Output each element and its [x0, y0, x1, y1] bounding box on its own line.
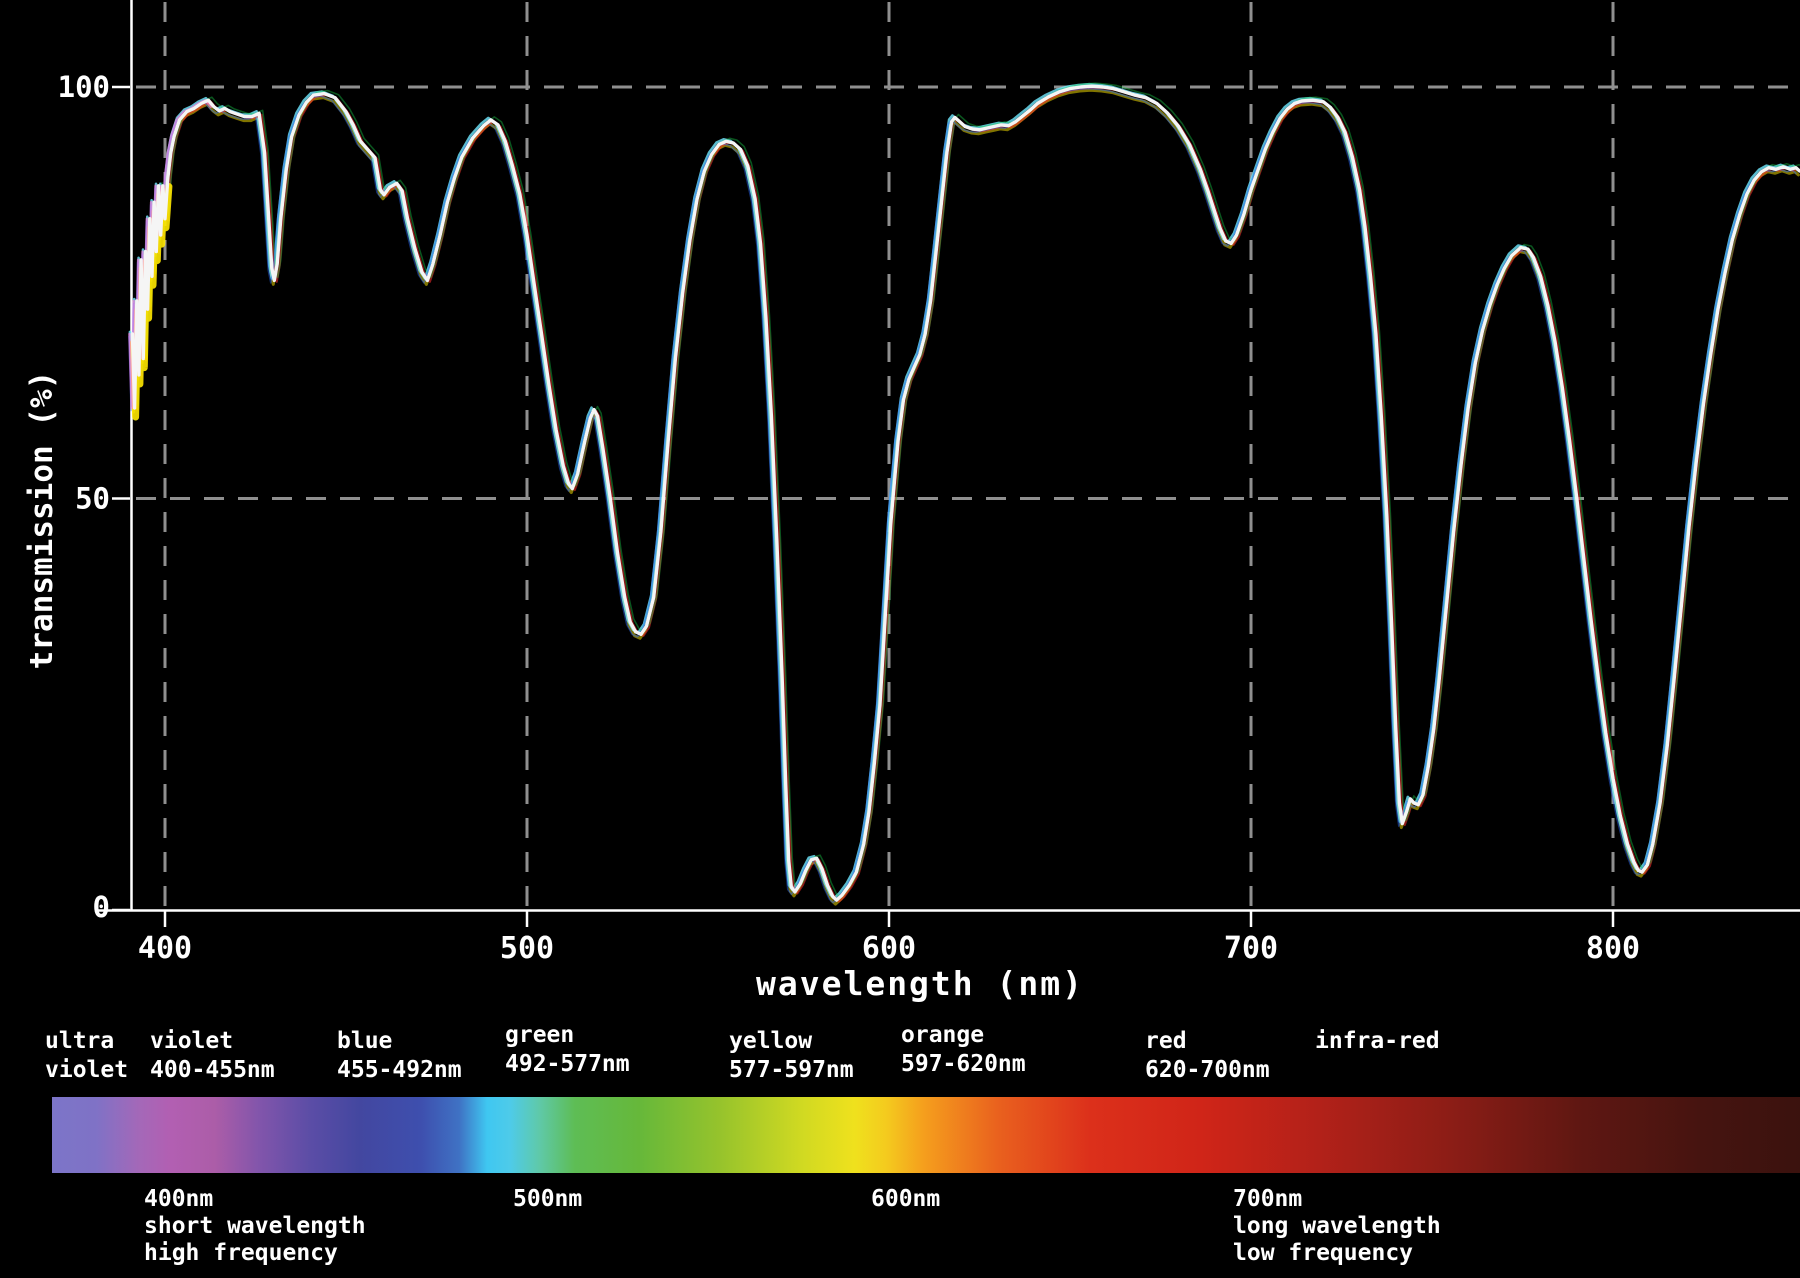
transmission-chart: 0 50 100 400 500 600 700 800 transmission (%) w…	[24, 0, 1800, 1003]
band-name-ultra: ultra	[45, 1028, 115, 1054]
x-axis-label: wavelength (nm)	[756, 964, 1084, 1003]
axes	[96, 0, 1800, 912]
visible-spectrum-bar	[52, 1097, 1800, 1173]
bar-wavelength-label: 700nm	[1233, 1186, 1303, 1212]
y-tick-label-100: 100	[58, 70, 110, 104]
x-tick-label-800: 800	[1586, 931, 1640, 966]
band-range: 577-597nm	[729, 1057, 854, 1083]
band-range: 400-455nm	[150, 1057, 275, 1083]
band-range: 455-492nm	[337, 1057, 462, 1083]
y-tick-label-0: 0	[93, 890, 110, 924]
band-name-green: green	[505, 1022, 575, 1048]
x-tick-label-500: 500	[500, 931, 554, 966]
gridlines	[136, 2, 1800, 908]
axis-ticks	[112, 85, 1615, 927]
band-name-red: red	[1145, 1028, 1187, 1054]
band-range: 492-577nm	[505, 1051, 630, 1077]
bar-wavelength-label: 600nm	[871, 1186, 941, 1212]
band-range: 597-620nm	[901, 1051, 1026, 1077]
bar-annotation: long wavelength	[1233, 1213, 1441, 1239]
curve-chromatic-fringes	[128, 82, 1800, 906]
bar-annotation: short wavelength	[144, 1213, 366, 1239]
transmission-trace	[130, 84, 1800, 902]
band-name-violet: violet	[150, 1028, 234, 1054]
band-name-orange: orange	[901, 1022, 985, 1048]
y-tick-label-50: 50	[75, 482, 110, 516]
band-range: violet	[45, 1057, 129, 1083]
bar-wavelength-label: 500nm	[513, 1186, 583, 1212]
fringe-green	[135, 82, 1800, 898]
band-range: 620-700nm	[1145, 1057, 1270, 1083]
transmission-curve	[130, 84, 1800, 902]
band-name-yellow: yellow	[729, 1028, 813, 1054]
bar-annotation: high frequency	[144, 1240, 338, 1266]
x-tick-label-600: 600	[862, 931, 916, 966]
bar-annotation: low frequency	[1233, 1240, 1414, 1266]
noise-magenta-streak	[128, 98, 213, 410]
fringe-red	[133, 86, 1800, 903]
x-tick-label-400: 400	[138, 931, 192, 966]
y-axis-label: transmission (%)	[24, 371, 60, 670]
tick-labels: 0 50 100 400 500 600 700 800	[58, 70, 1640, 966]
fringe-blue	[128, 87, 1797, 904]
band-name-blue: blue	[337, 1028, 393, 1054]
bar-wavelength-label: 400nm	[144, 1186, 214, 1212]
fringe-cyan	[128, 82, 1799, 900]
band-name-infra-red: infra-red	[1315, 1028, 1440, 1054]
x-tick-label-700: 700	[1224, 931, 1278, 966]
